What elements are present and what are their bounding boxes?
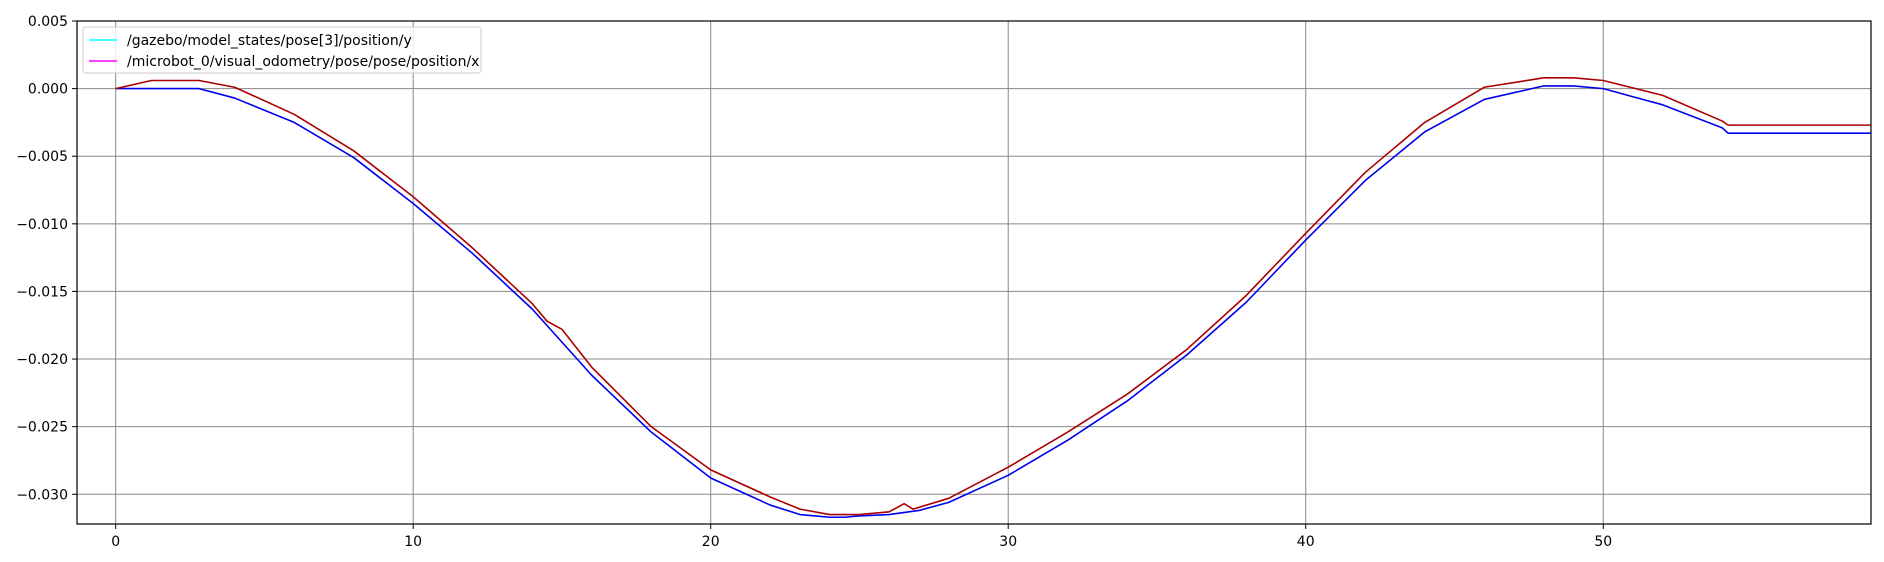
series-lines xyxy=(115,76,1871,519)
x-tick-label: 20 xyxy=(702,534,720,550)
y-tick-label: −0.005 xyxy=(16,149,68,165)
legend: /gazebo/model_states/pose[3]/position/y /… xyxy=(82,26,482,74)
series-line-2 xyxy=(115,76,1871,516)
y-tick-label: −0.010 xyxy=(16,217,68,233)
y-tick-label: −0.025 xyxy=(16,420,68,436)
x-tick-label: 0 xyxy=(111,534,120,550)
y-tick-label: −0.020 xyxy=(16,352,68,368)
y-tick-label: 0.000 xyxy=(28,82,68,98)
y-tick-label: −0.015 xyxy=(16,284,68,300)
x-tick-label: 40 xyxy=(1297,534,1315,550)
grid-lines xyxy=(77,20,1871,524)
x-tick-label: 30 xyxy=(999,534,1017,550)
legend-label-2: /microbot_0/visual_odometry/pose/pose/po… xyxy=(127,54,479,70)
y-tick-label: −0.030 xyxy=(16,487,68,503)
series-line-1 xyxy=(115,85,1871,519)
x-tick-label: 50 xyxy=(1594,534,1612,550)
legend-label-1: /gazebo/model_states/pose[3]/position/y xyxy=(127,33,412,49)
legend-box xyxy=(82,26,482,74)
x-tick-label: 10 xyxy=(404,534,422,550)
tick-labels: 0 10 20 30 40 50 0.005 0.000 −0.005 −0.010 −0.015 −… xyxy=(16,14,1612,550)
y-tick-label: 0.005 xyxy=(28,14,68,30)
plot-frame xyxy=(76,20,1872,525)
axes xyxy=(72,20,1872,529)
